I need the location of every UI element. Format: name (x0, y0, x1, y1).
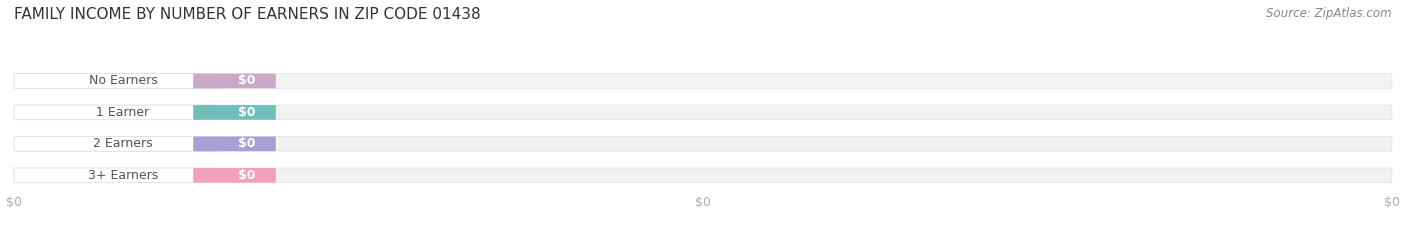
Text: 2 Earners: 2 Earners (93, 137, 153, 150)
Text: 1 Earner: 1 Earner (97, 106, 149, 119)
FancyBboxPatch shape (14, 168, 218, 183)
Text: $0: $0 (238, 106, 256, 119)
FancyBboxPatch shape (14, 137, 1392, 151)
FancyBboxPatch shape (14, 105, 1392, 120)
Text: Source: ZipAtlas.com: Source: ZipAtlas.com (1267, 7, 1392, 20)
FancyBboxPatch shape (193, 74, 276, 88)
Text: No Earners: No Earners (89, 75, 157, 87)
FancyBboxPatch shape (193, 105, 276, 120)
FancyBboxPatch shape (14, 74, 1392, 88)
FancyBboxPatch shape (14, 105, 218, 120)
FancyBboxPatch shape (14, 137, 218, 151)
Text: $0: $0 (238, 75, 256, 87)
FancyBboxPatch shape (14, 168, 1392, 183)
Text: $0: $0 (238, 137, 256, 150)
FancyBboxPatch shape (193, 168, 276, 183)
Text: 3+ Earners: 3+ Earners (87, 169, 157, 182)
FancyBboxPatch shape (193, 137, 276, 151)
FancyBboxPatch shape (14, 74, 218, 88)
Text: FAMILY INCOME BY NUMBER OF EARNERS IN ZIP CODE 01438: FAMILY INCOME BY NUMBER OF EARNERS IN ZI… (14, 7, 481, 22)
Text: $0: $0 (238, 169, 256, 182)
